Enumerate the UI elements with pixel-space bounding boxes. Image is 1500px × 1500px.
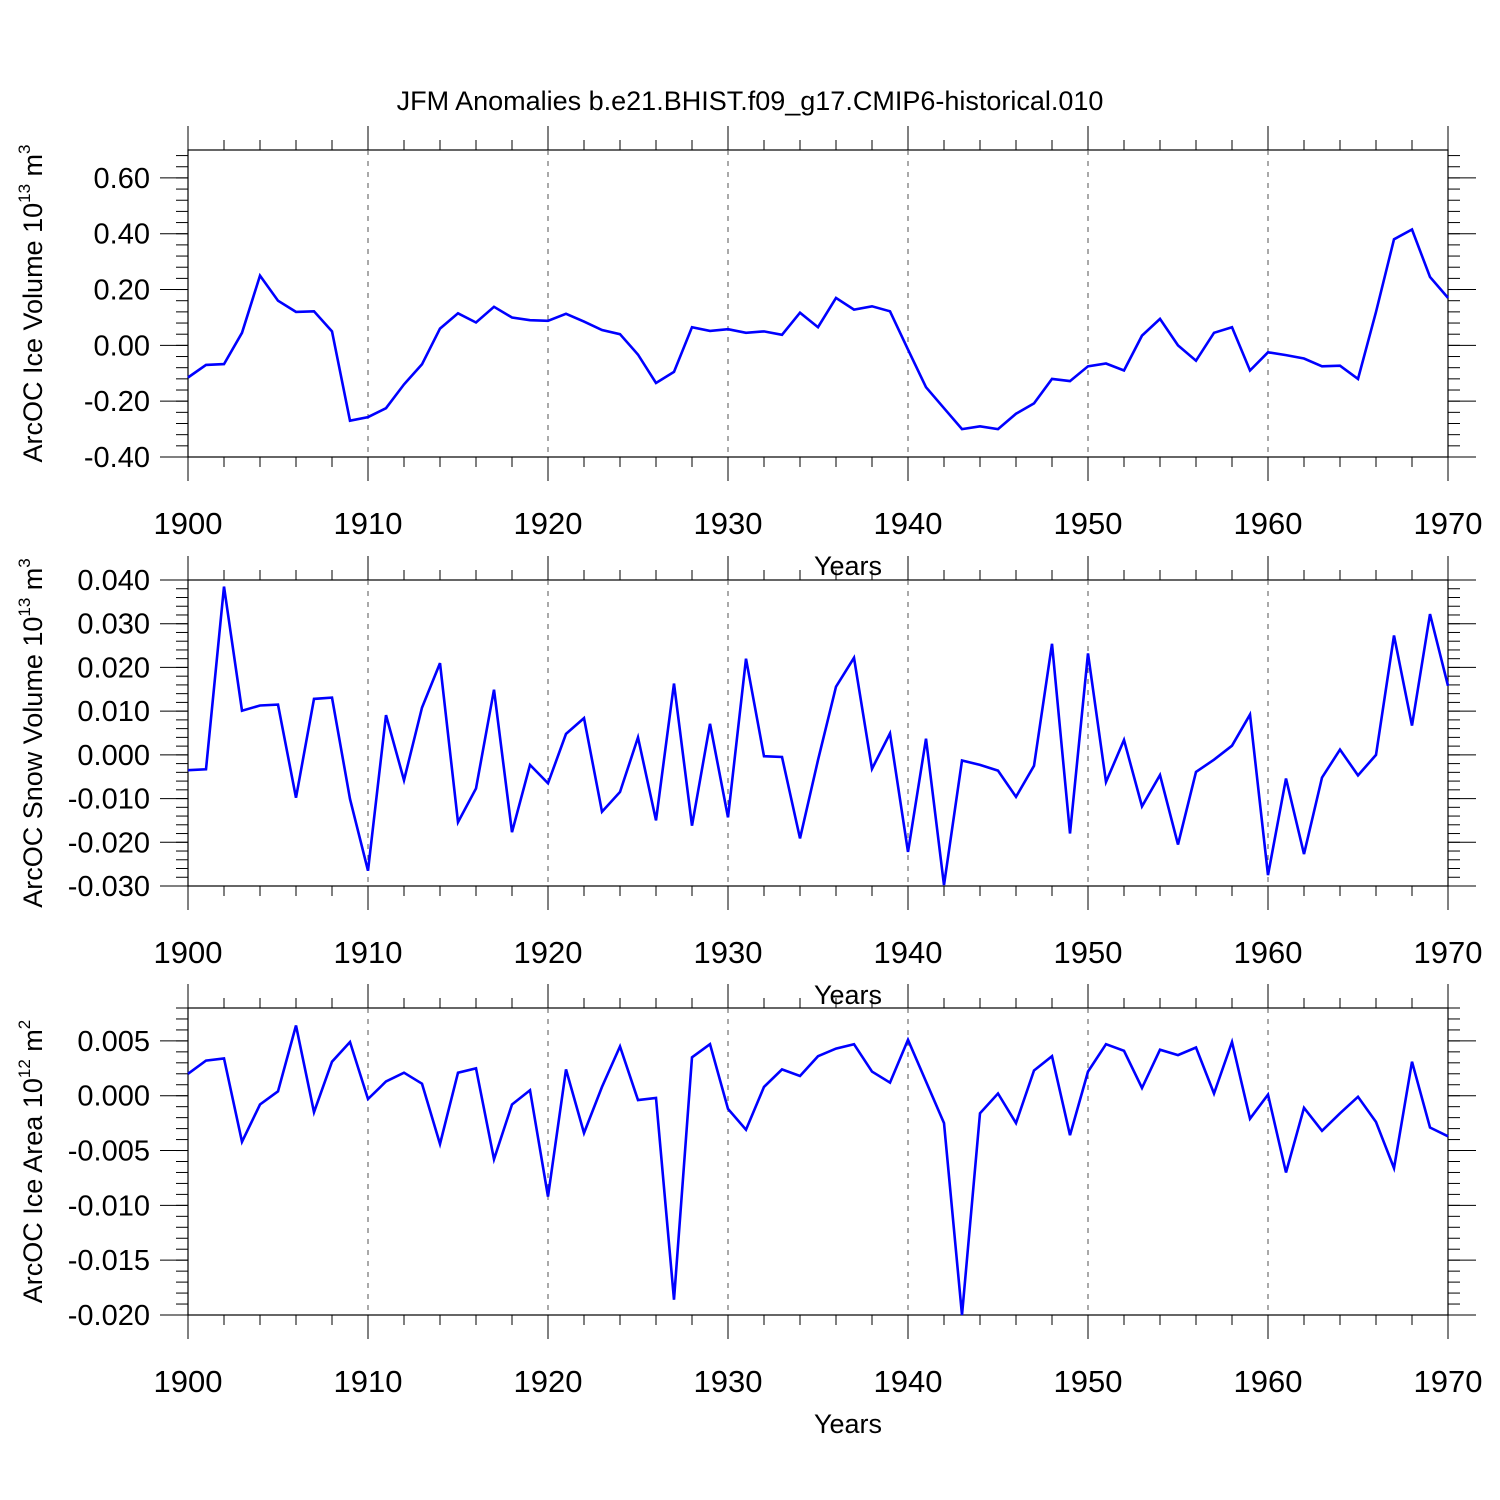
y-tick-label: -0.030: [68, 871, 150, 903]
series-line-ice-volume: [187, 227, 1449, 431]
series-line-ice-area: [187, 1025, 1449, 1316]
x-tick-label: 1970: [1414, 935, 1483, 970]
y-tick-label: 0.040: [77, 565, 150, 597]
y-tick-label: -0.020: [68, 827, 150, 859]
y-tick-label: -0.40: [84, 442, 150, 474]
y-tick-label: 0.40: [94, 219, 150, 251]
x-tick-label: 1930: [694, 1364, 763, 1399]
x-tick-label: 1940: [874, 1364, 943, 1399]
y-tick-label: 0.20: [94, 275, 150, 307]
x-tick-label: 1900: [154, 1364, 223, 1399]
x-axis-label: Years: [814, 1409, 882, 1439]
plot-frame: [187, 579, 1449, 887]
x-tick-label: 1940: [874, 506, 943, 541]
y-tick-label: -0.20: [84, 386, 150, 418]
x-tick-label: 1920: [514, 935, 583, 970]
x-tick-label: 1920: [514, 506, 583, 541]
y-tick-label: 0.020: [77, 652, 150, 684]
x-tick-label: 1910: [334, 935, 403, 970]
y-axis-label: ArcOC Ice Volume 1013 m3: [15, 144, 48, 462]
panel-ice-area: -0.020 -0.015 -0.010 -0.005 0.000 0.005 1900 19…: [15, 984, 1482, 1439]
y-tick-label: 0.000: [77, 1081, 150, 1113]
plot-frame: [187, 149, 1449, 458]
chart-title: JFM Anomalies b.e21.BHIST.f09_g17.CMIP6-…: [397, 86, 1104, 116]
x-tick-label: 1950: [1054, 506, 1123, 541]
y-tick-label: -0.020: [68, 1300, 150, 1332]
x-tick-label: 1930: [694, 935, 763, 970]
x-tick-label: 1950: [1054, 1364, 1123, 1399]
x-tick-label: 1930: [694, 506, 763, 541]
y-tick-label: 0.000: [77, 740, 150, 772]
x-tick-label: 1900: [154, 935, 223, 970]
y-tick-label: 0.005: [77, 1026, 150, 1058]
x-tick-label: 1970: [1414, 506, 1483, 541]
x-tick-label: 1970: [1414, 1364, 1483, 1399]
y-tick-label: 0.010: [77, 696, 150, 728]
x-tick-label: 1960: [1234, 1364, 1303, 1399]
x-tick-label: 1920: [514, 1364, 583, 1399]
y-tick-label: 0.60: [94, 163, 150, 195]
y-tick-label: -0.010: [68, 1190, 150, 1222]
x-axis-label: Years: [814, 980, 882, 1010]
y-axis-label: ArcOC Ice Area 1012 m2: [15, 1020, 48, 1304]
x-tick-label: 1960: [1234, 935, 1303, 970]
panel-ice-volume: -0.40 -0.20 0.00 0.20 0.40 0.60 1900 1910 1920 19…: [15, 126, 1482, 581]
y-tick-label: 0.030: [77, 609, 150, 641]
plot-frame: [187, 1007, 1449, 1316]
y-tick-label: 0.00: [94, 330, 150, 362]
x-tick-label: 1900: [154, 506, 223, 541]
x-axis-label: Years: [814, 551, 882, 581]
x-tick-label: 1910: [334, 1364, 403, 1399]
y-tick-label: -0.015: [68, 1245, 150, 1277]
y-tick-label: -0.005: [68, 1136, 150, 1168]
x-tick-label: 1940: [874, 935, 943, 970]
x-tick-label: 1950: [1054, 935, 1123, 970]
series-line-snow-volume: [187, 586, 1450, 886]
y-axis-label: ArcOC Snow Volume 1013 m3: [15, 558, 48, 908]
panel-snow-volume: -0.030 -0.020 -0.010 0.000 0.010 0.020 0.030 0.…: [15, 556, 1482, 1010]
y-tick-label: -0.010: [68, 784, 150, 816]
x-tick-label: 1960: [1234, 506, 1303, 541]
x-tick-label: 1910: [334, 506, 403, 541]
